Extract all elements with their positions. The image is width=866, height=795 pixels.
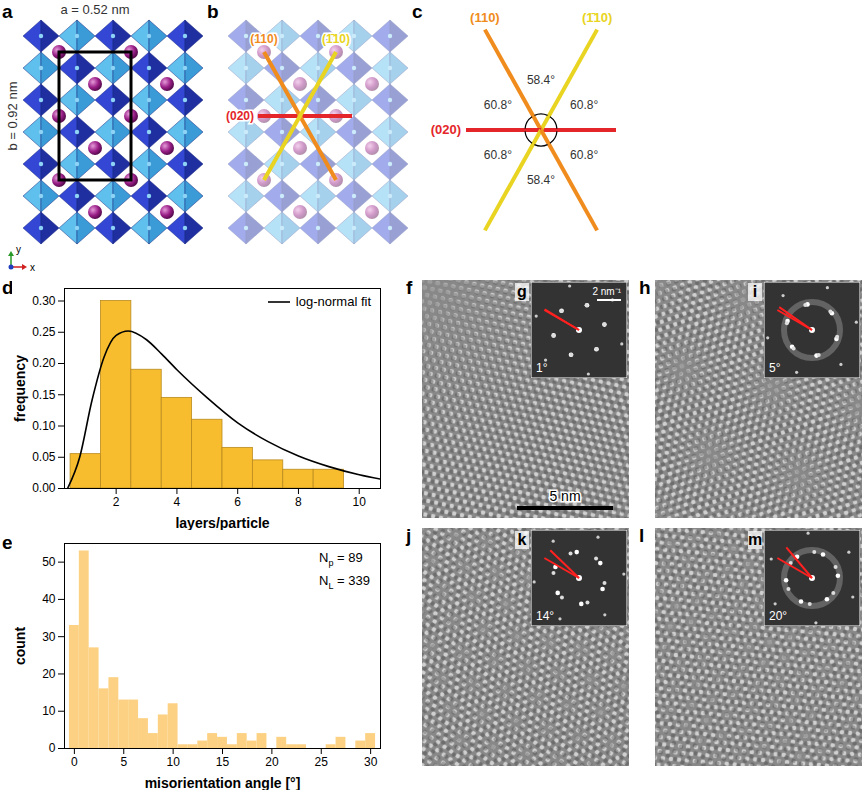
html-text:Np= 89: Np= 89 [319, 550, 363, 568]
svg-text:40: 40 [42, 592, 56, 606]
svg-text:count: count [12, 627, 28, 665]
svg-text:10: 10 [353, 495, 367, 509]
html-text:h: h [639, 277, 651, 298]
svg-text:50: 50 [42, 555, 56, 569]
svg-text:y: y [16, 244, 21, 255]
svg-text:misorientation angle [°]: misorientation angle [°] [145, 775, 301, 791]
html-text:l: l [639, 525, 645, 546]
svg-text:0.05: 0.05 [32, 450, 56, 464]
svg-text:25: 25 [315, 755, 329, 769]
svg-text:1°: 1° [536, 361, 548, 375]
svg-text:g: g [517, 283, 527, 300]
svg-text:i: i [753, 283, 757, 300]
html-text:log-normal fit: log-normal fit [295, 294, 371, 309]
svg-text:60.8°: 60.8° [484, 98, 512, 112]
svg-text:15: 15 [216, 755, 230, 769]
html-text:c: c [412, 1, 423, 22]
html-text:j: j [406, 525, 412, 546]
svg-text:0.25: 0.25 [32, 325, 56, 339]
svg-text:60.8°: 60.8° [484, 148, 512, 162]
svg-text:58.4°: 58.4° [527, 173, 555, 187]
svg-text:m: m [748, 531, 762, 548]
svg-text:0: 0 [71, 755, 78, 769]
html-text:d: d [2, 277, 14, 298]
svg-text:(110): (110) [470, 10, 500, 25]
svg-text:k: k [518, 531, 527, 548]
svg-text:20°: 20° [769, 609, 787, 623]
html-text:NL= 339: NL= 339 [319, 572, 370, 591]
svg-text:5: 5 [120, 755, 127, 769]
svg-text:10: 10 [42, 704, 56, 718]
svg-text:30: 30 [42, 630, 56, 644]
svg-text:2: 2 [113, 495, 120, 509]
svg-text:8: 8 [295, 495, 302, 509]
svg-text:6: 6 [234, 495, 241, 509]
svg-text:frequency: frequency [12, 355, 28, 422]
svg-text:60.8°: 60.8° [570, 148, 598, 162]
svg-text:0.30: 0.30 [32, 294, 56, 308]
svg-text:5°: 5° [769, 361, 781, 375]
html-text:f: f [406, 277, 413, 298]
svg-text:58.4°: 58.4° [527, 73, 555, 87]
svg-text:14°: 14° [536, 609, 554, 623]
svg-text:layers/particle: layers/particle [175, 515, 269, 531]
svg-text:0.15: 0.15 [32, 388, 56, 402]
html-text:b: b [207, 1, 219, 22]
svg-text:b = 0.92 nm: b = 0.92 nm [5, 81, 20, 150]
svg-text:4: 4 [174, 495, 181, 509]
svg-text:0.10: 0.10 [32, 419, 56, 433]
svg-text:(020): (020) [431, 122, 461, 137]
svg-text:60.8°: 60.8° [570, 98, 598, 112]
svg-text:20: 20 [42, 667, 56, 681]
html-text:e: e [2, 532, 13, 553]
svg-text:2 nm⁻¹: 2 nm⁻¹ [592, 286, 621, 297]
svg-text:30: 30 [364, 755, 378, 769]
svg-text:(110): (110) [250, 32, 277, 46]
svg-text:(020): (020) [226, 109, 254, 123]
html-text:a: a [2, 1, 13, 22]
svg-text:a = 0.52 nm: a = 0.52 nm [60, 2, 129, 17]
svg-text:(1̄10): (1̄10) [582, 10, 612, 25]
svg-text:x: x [30, 262, 35, 273]
svg-text:10: 10 [166, 755, 180, 769]
svg-text:0: 0 [49, 741, 56, 755]
svg-text:5 nm: 5 nm [549, 488, 580, 504]
svg-text:0.00: 0.00 [32, 481, 56, 495]
svg-text:20: 20 [265, 755, 279, 769]
svg-text:0.20: 0.20 [32, 356, 56, 370]
svg-text:(1̄10): (1̄10) [322, 32, 350, 46]
